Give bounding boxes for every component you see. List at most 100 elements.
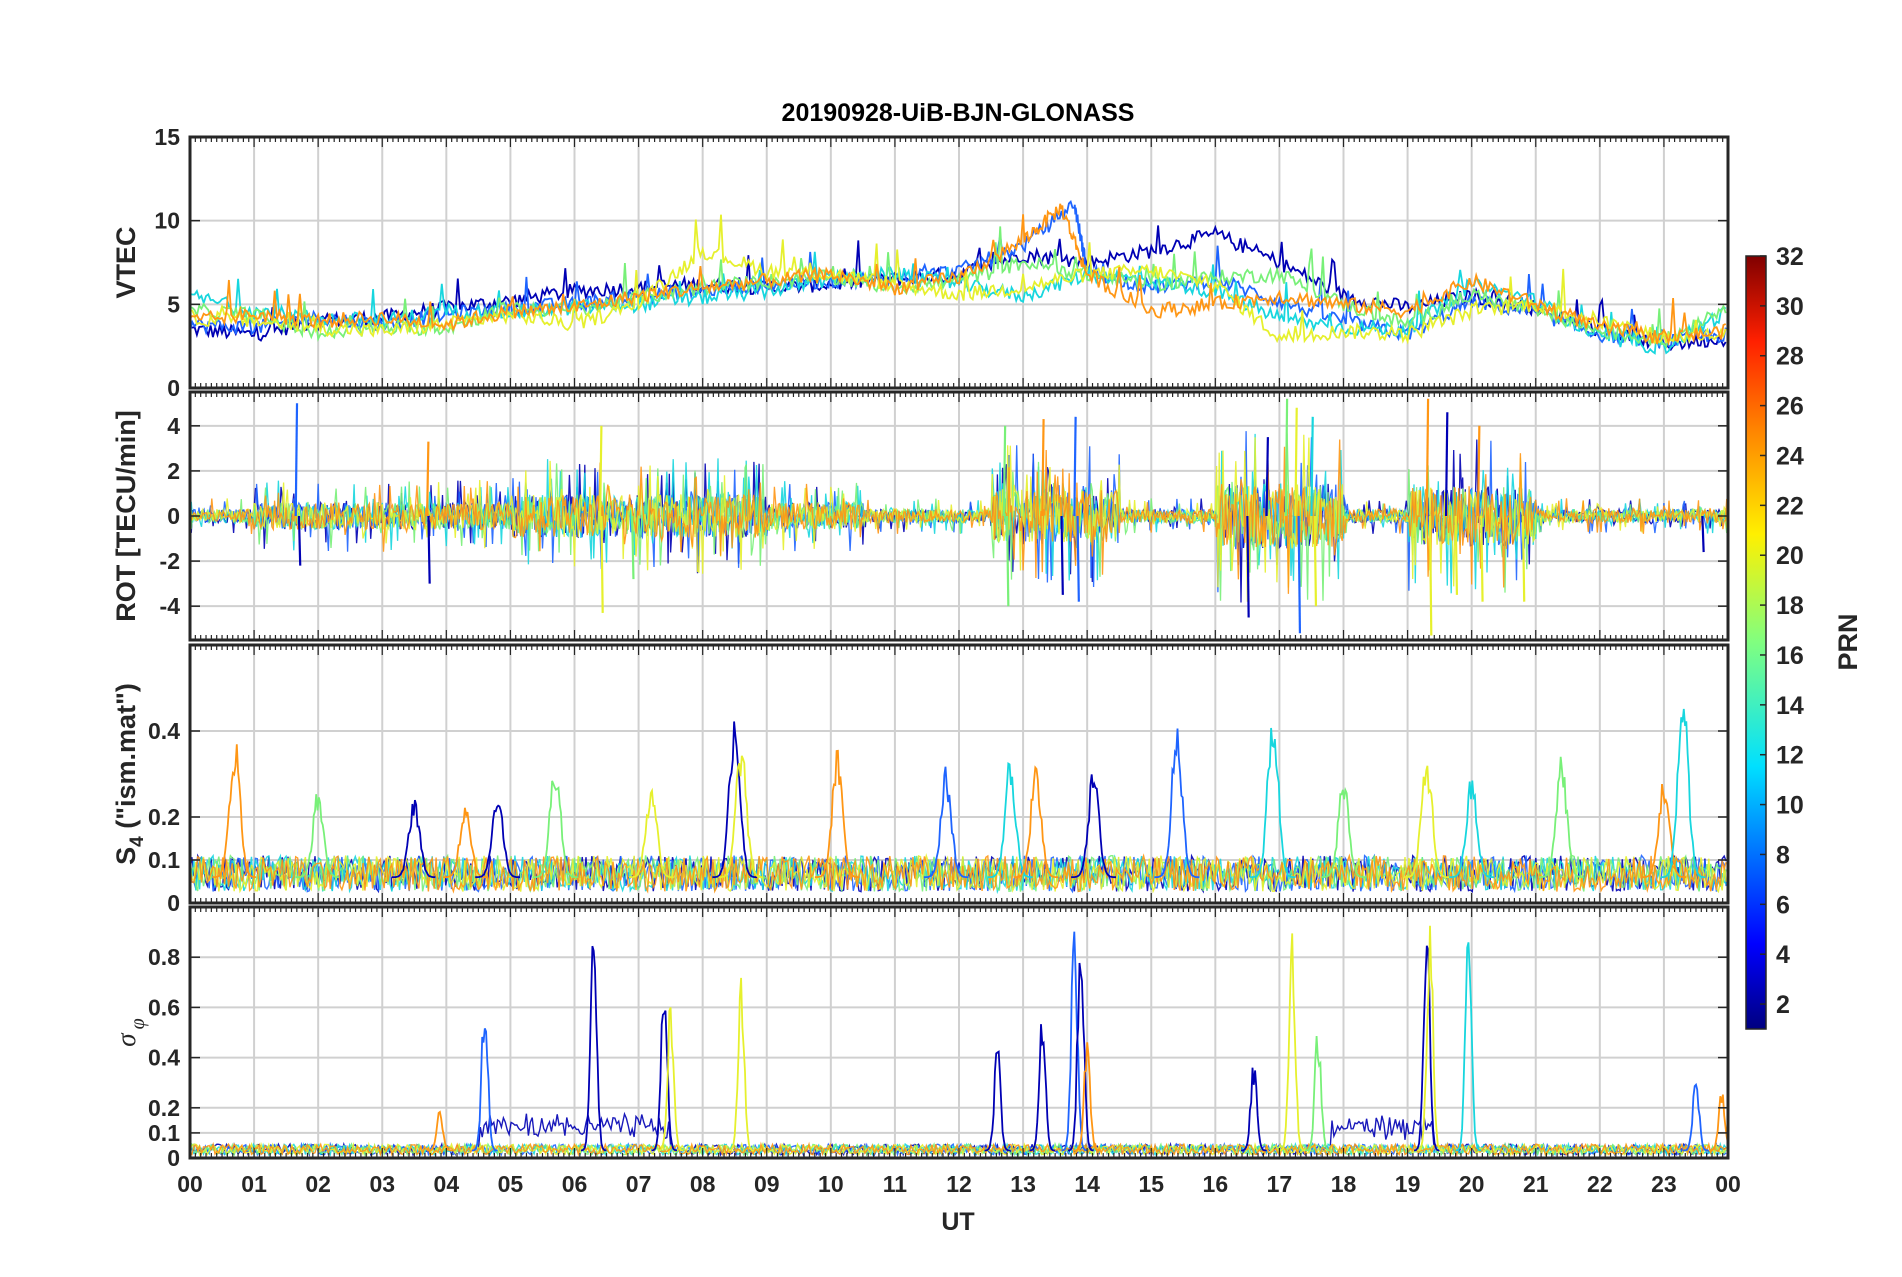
rot-spike [294,403,299,517]
peak-line [1539,756,1584,879]
rot-spike [1246,515,1250,618]
peak-line [391,799,436,879]
x-tick-label: 15 [1138,1171,1164,1197]
x-tick-label: 22 [1587,1171,1613,1197]
x-tick-label: 00 [177,1171,203,1197]
x-tick-label: 02 [305,1171,331,1197]
peak-line [1240,1067,1267,1152]
peak-line [295,794,340,879]
peak-line [1061,931,1088,1152]
y-axis-label: S4 ("ism.mat") [111,683,148,865]
data-traces [190,925,1728,1158]
rot-series-line [190,439,1728,594]
peak-line [814,749,860,879]
colorbar-tick-label: 22 [1776,492,1804,520]
y-tick-label: 0 [167,890,180,916]
y-tick-label: -4 [160,593,181,619]
colorbar-tick-label: 12 [1776,742,1804,770]
x-tick-label: 17 [1267,1171,1293,1197]
y-tick-label: 0.2 [148,804,180,830]
y-tick-label: 0.2 [148,1095,180,1121]
colorbar-tick-label: 32 [1776,243,1804,271]
panel-sigma_phi: 00.10.2 0.4 0.6 0.8 σφ [111,905,1730,1171]
x-tick-label: 00 [1715,1171,1741,1197]
x-axis: 00 01 02 03 04 05 06 07 08 09 10 11 12 13 14 15 16 17 18 19… [177,1171,1741,1197]
vtec-series-line [190,251,1727,355]
peak-line [1250,727,1296,879]
x-tick-label: 14 [1074,1171,1100,1197]
data-traces [190,199,1727,355]
panel-VTEC: 0 5 10 15 VTEC [111,124,1730,401]
x-tick-label: 18 [1331,1171,1357,1197]
peak-line [1067,962,1094,1152]
rot-spike [1297,515,1302,634]
rot-spike [1480,515,1484,602]
peak-line [987,762,1033,879]
x-tick-label: 19 [1395,1171,1421,1197]
noise-series-line [190,853,1727,894]
colorbar-tick-label: 24 [1776,442,1804,470]
colorbar-tick-label: 16 [1776,642,1804,670]
rot-spike [1454,515,1459,595]
y-axis-label: ROT [TECU/min] [111,410,141,621]
x-tick-label: 11 [883,1171,908,1197]
colorbar-tick-label: 18 [1776,592,1804,620]
rot-spike [1002,425,1007,517]
peak-line [1305,1035,1331,1152]
y-tick-label: 4 [167,413,180,439]
rot-spike [1294,407,1298,517]
colorbar-tick-label: 10 [1776,792,1804,820]
peak-line [651,1010,677,1152]
rot-series-line [190,433,1728,594]
x-tick-label: 12 [946,1171,972,1197]
peak-line [712,721,758,879]
x-tick-label: 23 [1651,1171,1677,1197]
peak-line [427,1110,453,1152]
y-tick-label: 15 [154,124,180,150]
rot-spike [1265,437,1269,517]
x-tick-label: 16 [1203,1171,1229,1197]
peak-line [718,755,764,879]
colorbar-tick-label: 28 [1776,343,1804,371]
x-tick-label: 13 [1010,1171,1036,1197]
peak-line [475,804,520,879]
x-tick-label: 06 [562,1171,588,1197]
rot-spike [1041,419,1045,517]
peak-line [728,977,754,1152]
rot-spike [1521,515,1526,602]
x-tick-label: 07 [626,1171,652,1197]
peak-line [1029,1024,1056,1152]
colorbar-tick-label: 2 [1776,991,1790,1019]
peak-line [984,1050,1011,1152]
peak-line [1683,1082,1709,1152]
y-tick-label: 0.6 [148,994,180,1020]
rot-spike [1310,416,1314,517]
colorbar-tick-label: 26 [1776,393,1804,421]
rot-spike [1313,515,1318,607]
y-axis-label: σφ [111,1018,149,1046]
x-tick-label: 05 [498,1171,524,1197]
y-tick-label: 0 [167,1145,180,1171]
peak-line [629,787,674,879]
peak-line [1404,765,1450,879]
y-tick-label: 0 [167,375,180,401]
colorbar-tick-label: 8 [1776,841,1790,869]
x-tick-label: 03 [369,1171,395,1197]
rot-spike [600,515,604,613]
rot-spike [1060,515,1064,595]
peak-line [1641,783,1687,879]
rot-spike [599,425,603,517]
colorbar-tick-label: 4 [1776,941,1790,969]
colorbar-label: PRN [1833,613,1863,670]
rot-spike [1476,425,1481,517]
rot-spike [297,515,302,566]
peak-line [1071,774,1116,879]
chart-title: 20190928-UiB-BJN-GLONASS [782,99,1135,127]
colorbar-tick-label: 6 [1776,891,1790,919]
rot-spike [1444,412,1449,517]
